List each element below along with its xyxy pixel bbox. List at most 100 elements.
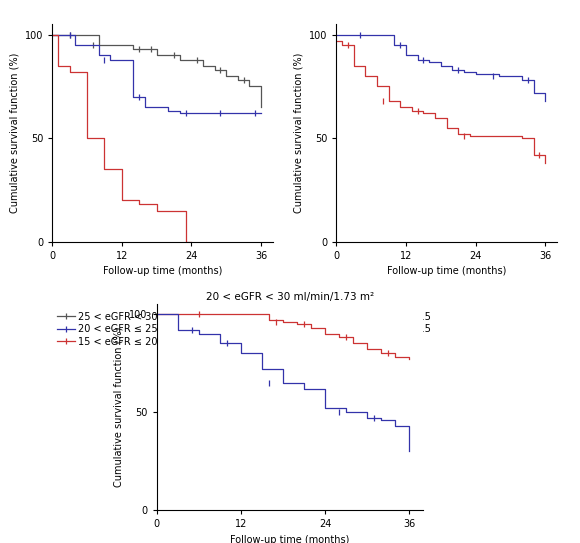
20 < eGFR ≤ 25 bbox=[142, 104, 148, 110]
24 h UP ≥ 2.5 bbox=[408, 108, 415, 115]
Line: 25 < eGFR < 30: 25 < eGFR < 30 bbox=[52, 35, 261, 107]
Line: ACEI/ARB therapy: ACEI/ARB therapy bbox=[157, 314, 409, 359]
ACEI/ARB therapy bbox=[266, 317, 273, 323]
24 h UP < 2.5 bbox=[519, 77, 525, 84]
Legend: 24 h UP < 2.5, 24 h UP ≥ 2.5: 24 h UP < 2.5, 24 h UP ≥ 2.5 bbox=[341, 312, 430, 334]
24 h UP ≥ 2.5 bbox=[432, 114, 438, 121]
X-axis label: Follow-up time (months): Follow-up time (months) bbox=[387, 266, 506, 276]
Y-axis label: Cumulative survival function (%): Cumulative survival function (%) bbox=[9, 53, 19, 213]
Y-axis label: Cumulative survival function (%): Cumulative survival function (%) bbox=[114, 327, 124, 488]
24 h UP ≥ 2.5 bbox=[466, 133, 473, 140]
25 < eGFR < 30 bbox=[223, 73, 230, 79]
25 < eGFR < 30 bbox=[142, 46, 148, 53]
15 < eGFR ≤ 20 bbox=[66, 69, 73, 75]
Line: 20 < eGFR ≤ 25: 20 < eGFR ≤ 25 bbox=[52, 35, 261, 113]
25 < eGFR < 30 bbox=[246, 83, 253, 90]
25 < eGFR < 30 bbox=[258, 104, 264, 110]
25 < eGFR < 30 bbox=[72, 31, 79, 38]
ACEI/ARB therapy bbox=[209, 311, 216, 317]
Line: 24 h UP ≥ 2.5: 24 h UP ≥ 2.5 bbox=[336, 41, 545, 163]
25 < eGFR < 30 bbox=[107, 42, 114, 48]
24 h UP < 2.5 bbox=[449, 67, 456, 73]
No ACEI/ARB therapy bbox=[280, 380, 287, 386]
No ACEI/ARB therapy bbox=[174, 326, 181, 333]
ACEI/ARB therapy bbox=[307, 324, 314, 331]
Y-axis label: Cumulative survival function (%): Cumulative survival function (%) bbox=[293, 53, 303, 213]
No ACEI/ARB therapy bbox=[322, 405, 329, 412]
24 h UP ≥ 2.5 bbox=[484, 133, 491, 140]
20 < eGFR ≤ 25 bbox=[246, 110, 253, 117]
24 h UP < 2.5 bbox=[495, 73, 502, 79]
20 < eGFR ≤ 25 bbox=[188, 110, 195, 117]
ACEI/ARB therapy bbox=[181, 311, 188, 317]
20 < eGFR ≤ 25 bbox=[72, 42, 79, 48]
20 < eGFR ≤ 25 bbox=[176, 110, 183, 117]
ACEI/ARB therapy bbox=[392, 354, 399, 361]
20 < eGFR ≤ 25 bbox=[153, 104, 160, 110]
20 < eGFR ≤ 25 bbox=[107, 56, 114, 63]
25 < eGFR < 30 bbox=[130, 46, 137, 53]
25 < eGFR < 30 bbox=[165, 52, 172, 59]
24 h UP ≥ 2.5 bbox=[495, 133, 502, 140]
No ACEI/ARB therapy bbox=[378, 417, 385, 424]
24 h UP < 2.5 bbox=[530, 90, 537, 96]
25 < eGFR < 30 bbox=[200, 62, 206, 69]
24 h UP ≥ 2.5 bbox=[507, 133, 514, 140]
25 < eGFR < 30 bbox=[211, 67, 218, 73]
25 < eGFR < 30 bbox=[188, 56, 195, 63]
Line: 24 h UP < 2.5: 24 h UP < 2.5 bbox=[336, 35, 545, 101]
No ACEI/ARB therapy bbox=[195, 330, 202, 337]
24 h UP ≥ 2.5 bbox=[397, 104, 404, 110]
24 h UP < 2.5 bbox=[426, 59, 433, 65]
24 h UP < 2.5 bbox=[391, 42, 398, 48]
20 < eGFR ≤ 25 bbox=[223, 110, 230, 117]
24 h UP ≥ 2.5 bbox=[519, 135, 525, 142]
24 h UP < 2.5 bbox=[484, 71, 491, 77]
15 < eGFR ≤ 20 bbox=[49, 31, 56, 38]
15 < eGFR ≤ 20 bbox=[188, 238, 195, 245]
25 < eGFR < 30 bbox=[95, 42, 102, 48]
ACEI/ARB therapy bbox=[406, 356, 413, 362]
20 < eGFR ≤ 25 bbox=[211, 110, 218, 117]
24 h UP ≥ 2.5 bbox=[333, 37, 340, 44]
25 < eGFR < 30 bbox=[60, 31, 67, 38]
24 h UP < 2.5 bbox=[437, 62, 444, 69]
24 h UP ≥ 2.5 bbox=[420, 110, 427, 117]
15 < eGFR ≤ 20 bbox=[84, 135, 90, 142]
15 < eGFR ≤ 20 bbox=[182, 238, 189, 245]
ACEI/ARB therapy bbox=[153, 311, 160, 317]
X-axis label: Follow-up time (months): Follow-up time (months) bbox=[230, 535, 350, 543]
ACEI/ARB therapy bbox=[336, 334, 343, 341]
20 < eGFR ≤ 25 bbox=[95, 52, 102, 59]
No ACEI/ARB therapy bbox=[216, 340, 223, 346]
24 h UP < 2.5 bbox=[333, 31, 340, 38]
24 h UP < 2.5 bbox=[414, 56, 421, 63]
24 h UP < 2.5 bbox=[345, 31, 351, 38]
24 h UP ≥ 2.5 bbox=[339, 42, 346, 48]
24 h UP < 2.5 bbox=[403, 52, 409, 59]
20 < eGFR ≤ 25 bbox=[258, 110, 264, 117]
24 h UP ≥ 2.5 bbox=[542, 160, 549, 166]
20 < eGFR ≤ 25 bbox=[165, 108, 172, 115]
20 < eGFR ≤ 25 bbox=[60, 31, 67, 38]
15 < eGFR ≤ 20 bbox=[118, 197, 125, 204]
ACEI/ARB therapy bbox=[378, 350, 385, 356]
24 h UP ≥ 2.5 bbox=[385, 98, 392, 104]
Legend: 25 < eGFR < 30, 20 < eGFR ≤ 25, 15 < eGFR ≤ 20: 25 < eGFR < 30, 20 < eGFR ≤ 25, 15 < eGF… bbox=[57, 312, 158, 346]
24 h UP < 2.5 bbox=[368, 31, 375, 38]
No ACEI/ARB therapy bbox=[300, 386, 307, 392]
24 h UP < 2.5 bbox=[461, 69, 467, 75]
24 h UP ≥ 2.5 bbox=[472, 133, 479, 140]
No ACEI/ARB therapy bbox=[364, 415, 371, 421]
X-axis label: Follow-up time (months): Follow-up time (months) bbox=[103, 266, 222, 276]
ACEI/ARB therapy bbox=[322, 330, 329, 337]
No ACEI/ARB therapy bbox=[343, 409, 350, 415]
20 < eGFR ≤ 25 bbox=[130, 93, 137, 100]
No ACEI/ARB therapy bbox=[237, 350, 244, 356]
15 < eGFR ≤ 20 bbox=[101, 166, 108, 173]
24 h UP < 2.5 bbox=[472, 71, 479, 77]
Title: 20 < eGFR < 30 ml/min/1.73 m²: 20 < eGFR < 30 ml/min/1.73 m² bbox=[206, 292, 374, 302]
24 h UP ≥ 2.5 bbox=[374, 83, 380, 90]
24 h UP ≥ 2.5 bbox=[455, 131, 462, 137]
24 h UP ≥ 2.5 bbox=[443, 124, 450, 131]
